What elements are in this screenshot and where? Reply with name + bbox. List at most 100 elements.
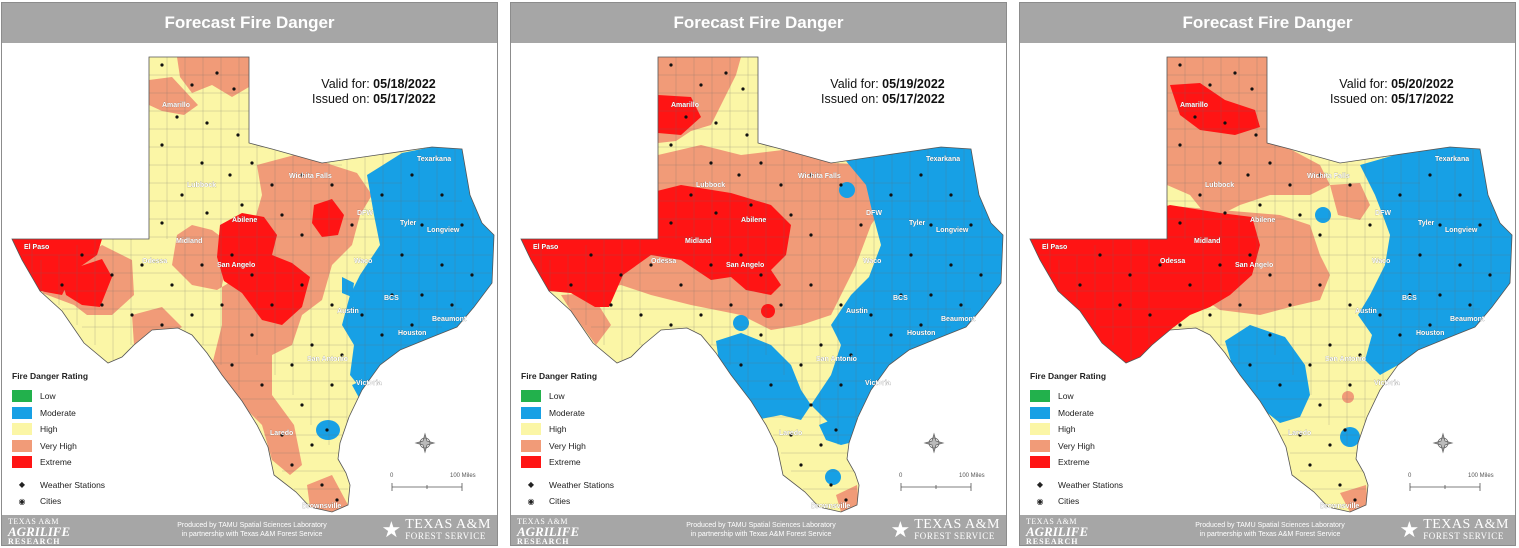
- legend-item-very-high: Very High: [521, 438, 614, 455]
- svg-text:Midland: Midland: [1194, 238, 1220, 245]
- legend-item-extreme: Extreme: [12, 454, 105, 471]
- region-moderate-north-texas: [839, 182, 855, 198]
- region-moderate-coastal-bend: [1340, 427, 1360, 447]
- region-moderate-dfw-west: [1315, 207, 1331, 223]
- svg-text:El Paso: El Paso: [24, 244, 49, 251]
- forecast-panel-day2: Forecast Fire Danger: [510, 2, 1007, 546]
- svg-text:Austin: Austin: [846, 308, 868, 315]
- svg-text:Austin: Austin: [337, 308, 359, 315]
- svg-text:Amarillo: Amarillo: [1180, 102, 1208, 109]
- legend-title: Fire Danger Rating: [1030, 371, 1107, 381]
- legend-item-moderate: Moderate: [1030, 405, 1123, 422]
- issued-date: 05/17/2022: [882, 92, 945, 106]
- svg-text:BCS: BCS: [893, 295, 908, 302]
- svg-text:San Antonio: San Antonio: [307, 356, 348, 363]
- svg-text:Odessa: Odessa: [1160, 258, 1185, 265]
- valid-label: Valid for:: [321, 77, 370, 91]
- svg-text:Brownsville: Brownsville: [1320, 503, 1359, 510]
- valid-date: 05/19/2022: [882, 77, 945, 91]
- region-moderate-east: [1358, 147, 1512, 375]
- panel-title: Forecast Fire Danger: [2, 3, 497, 43]
- region-extreme-dfw-west: [312, 199, 344, 237]
- svg-text:Longview: Longview: [936, 227, 969, 234]
- svg-text:Laredo: Laredo: [779, 430, 802, 437]
- region-moderate-waco: [342, 277, 354, 297]
- panel-title: Forecast Fire Danger: [511, 3, 1006, 43]
- valid-date: 05/18/2022: [373, 77, 436, 91]
- legend-item-extreme: Extreme: [1030, 454, 1123, 471]
- svg-text:Houston: Houston: [907, 330, 935, 337]
- region-very-high-brownsville: [1340, 485, 1368, 512]
- issued-label: Issued on:: [312, 92, 370, 106]
- legend-item-cities: ◉ Cities: [521, 493, 614, 510]
- svg-text:El Paso: El Paso: [533, 244, 558, 251]
- date-block: Valid for: 05/18/2022 Issued on: 05/17/2…: [312, 77, 436, 107]
- region-moderate-east: [811, 147, 1003, 425]
- city-dot-icon: ◉: [1036, 496, 1044, 506]
- star-icon: ★: [1399, 516, 1420, 542]
- svg-text:Beaumont: Beaumont: [432, 316, 467, 323]
- scale-bar: 0 100 Miles: [390, 473, 476, 491]
- legend-title: Fire Danger Rating: [12, 371, 89, 381]
- svg-text:Wichita Falls: Wichita Falls: [1307, 173, 1350, 180]
- panel-footer: TEXAS A&M AGRILIFE RESEARCH Produced by …: [511, 515, 1006, 545]
- svg-text:Amarillo: Amarillo: [162, 102, 190, 109]
- svg-text:Austin: Austin: [1355, 308, 1377, 315]
- agrilife-logo: TEXAS A&M AGRILIFE RESEARCH: [517, 517, 580, 546]
- texas-outline: [1029, 56, 1513, 513]
- svg-text:Texarkana: Texarkana: [1435, 156, 1469, 163]
- produced-by-text: Produced by TAMU Spatial Sciences Labora…: [686, 522, 836, 538]
- svg-text:Longview: Longview: [427, 227, 460, 234]
- svg-text:Lubbock: Lubbock: [696, 182, 725, 189]
- panel-title: Forecast Fire Danger: [1020, 3, 1515, 43]
- agrilife-logo: TEXAS A&M AGRILIFE RESEARCH: [1026, 517, 1089, 546]
- svg-text:Lubbock: Lubbock: [187, 182, 216, 189]
- svg-text:Laredo: Laredo: [1288, 430, 1311, 437]
- svg-text:Victoria: Victoria: [356, 380, 382, 387]
- region-extreme-far-west: [1030, 205, 1260, 363]
- svg-text:San Angelo: San Angelo: [217, 262, 255, 269]
- forecast-panel-day3: Forecast Fire Danger: [1019, 2, 1516, 546]
- svg-text:BCS: BCS: [384, 295, 399, 302]
- region-moderate-del-rio: [733, 315, 749, 331]
- svg-text:100 Miles: 100 Miles: [1468, 473, 1494, 479]
- texas-outline: [520, 56, 1004, 513]
- issued-date: 05/17/2022: [1391, 92, 1454, 106]
- legend-item-stations: ◆ Weather Stations: [12, 477, 105, 494]
- svg-text:100 Miles: 100 Miles: [959, 473, 985, 479]
- svg-text:Texarkana: Texarkana: [417, 156, 451, 163]
- region-very-high-victoria: [1342, 391, 1354, 403]
- county-grid: [521, 57, 1001, 490]
- region-very-high-brownsville: [836, 485, 859, 512]
- svg-text:Brownsville: Brownsville: [302, 503, 341, 510]
- legend-item-low: Low: [521, 388, 614, 405]
- svg-text:Tyler: Tyler: [400, 220, 416, 227]
- svg-text:0: 0: [899, 473, 903, 479]
- region-moderate-coastal: [1380, 385, 1405, 417]
- valid-label: Valid for:: [830, 77, 879, 91]
- svg-text:Beaumont: Beaumont: [941, 316, 976, 323]
- svg-text:DFW: DFW: [1375, 210, 1391, 217]
- region-extreme-trans-pecos: [60, 259, 112, 307]
- svg-text:San Angelo: San Angelo: [1235, 262, 1273, 269]
- legend-item-low: Low: [1030, 388, 1123, 405]
- svg-text:Midland: Midland: [176, 238, 202, 245]
- region-extreme-amarillo: [1170, 83, 1260, 135]
- texas-fire-danger-map: Amarillo Lubbock Wichita Falls Texarkana…: [520, 56, 1004, 513]
- svg-text:Abilene: Abilene: [232, 217, 257, 224]
- star-icon: ★: [381, 516, 402, 542]
- svg-text:Waco: Waco: [863, 258, 881, 265]
- svg-text:100 Miles: 100 Miles: [450, 473, 476, 479]
- svg-text:Midland: Midland: [685, 238, 711, 245]
- legend-item-high: High: [12, 421, 105, 438]
- region-very-high-amarillo: [149, 77, 198, 115]
- weather-stations: [1078, 63, 1492, 502]
- region-extreme-abilene-san-angelo: [217, 213, 310, 325]
- scale-bar: 0 100 Miles: [1408, 473, 1494, 491]
- star-icon: ★: [890, 516, 911, 542]
- city-labels: Amarillo Lubbock Wichita Falls Texarkana…: [1042, 102, 1485, 510]
- legend-item-extreme: Extreme: [521, 454, 614, 471]
- svg-text:Amarillo: Amarillo: [671, 102, 699, 109]
- region-moderate-coastal-bend: [819, 410, 861, 445]
